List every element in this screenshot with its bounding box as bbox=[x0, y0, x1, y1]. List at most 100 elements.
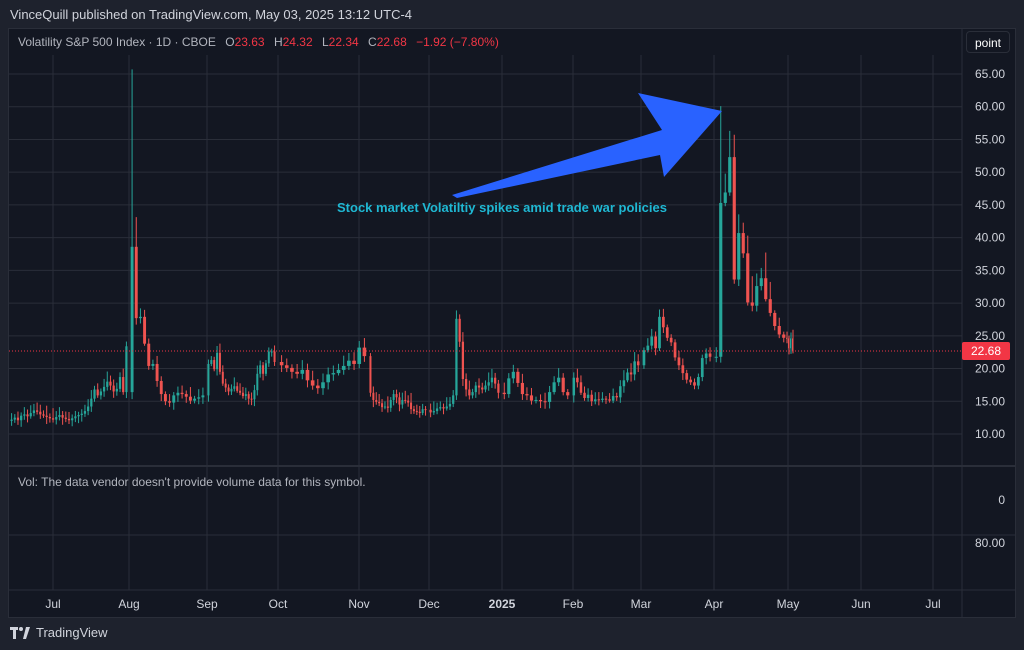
candle-body bbox=[259, 365, 262, 374]
candle-body bbox=[58, 415, 61, 417]
candle-body bbox=[461, 341, 465, 380]
candle-body bbox=[273, 351, 276, 362]
candle-body bbox=[392, 394, 395, 400]
candle-body bbox=[352, 360, 356, 364]
candle-body bbox=[130, 246, 134, 393]
candle-body bbox=[719, 202, 723, 357]
candle-body bbox=[143, 316, 147, 344]
candle-body bbox=[168, 401, 172, 403]
candle-body bbox=[768, 299, 772, 313]
candle-body bbox=[782, 334, 786, 338]
candle-body bbox=[180, 392, 184, 395]
publisher-line: VinceQuill published on TradingView.com,… bbox=[10, 7, 413, 22]
candle-body bbox=[511, 371, 515, 379]
candle-body bbox=[326, 374, 330, 383]
candle-body bbox=[633, 361, 636, 375]
candle-body bbox=[548, 392, 552, 402]
candle-body bbox=[74, 416, 77, 419]
candle-body bbox=[99, 391, 103, 396]
candle-body bbox=[201, 395, 205, 398]
candle-body bbox=[424, 409, 427, 411]
candle-body bbox=[77, 415, 80, 417]
candle-body bbox=[421, 409, 424, 414]
candle-body bbox=[10, 419, 13, 421]
candle-body bbox=[336, 369, 341, 374]
candle-body bbox=[608, 399, 611, 401]
candle-body bbox=[484, 385, 487, 390]
candle-body bbox=[193, 398, 197, 401]
footer-brand: TradingView bbox=[10, 625, 108, 640]
candle-body bbox=[134, 246, 138, 319]
candle-body bbox=[764, 278, 768, 300]
candle-body bbox=[341, 365, 346, 370]
candle-body bbox=[13, 417, 16, 420]
candle-body bbox=[207, 363, 210, 396]
candle-body bbox=[264, 363, 267, 374]
candle-body bbox=[39, 411, 42, 415]
candle-body bbox=[507, 378, 511, 395]
candle-body bbox=[646, 345, 650, 351]
brand-name: TradingView bbox=[36, 625, 108, 640]
candle-body bbox=[407, 400, 410, 403]
candle-body bbox=[529, 395, 534, 401]
close-label: C bbox=[368, 35, 377, 49]
x-tick-label: Aug bbox=[118, 597, 139, 611]
candle-body bbox=[210, 360, 213, 364]
candle-body bbox=[20, 415, 23, 421]
candle-body bbox=[704, 353, 708, 359]
candle-body bbox=[474, 385, 477, 393]
y-tick-label: 10.00 bbox=[975, 427, 1005, 441]
open-value: 23.63 bbox=[234, 35, 265, 49]
candle-body bbox=[316, 385, 320, 389]
candle-body bbox=[310, 380, 315, 386]
candle-body bbox=[241, 392, 244, 397]
candle-body bbox=[516, 371, 520, 383]
candle-body bbox=[689, 379, 692, 383]
candle-body bbox=[677, 357, 681, 366]
candle-body bbox=[597, 399, 601, 401]
candle-body bbox=[369, 356, 372, 393]
candle-body bbox=[561, 377, 565, 393]
candle-body bbox=[418, 411, 421, 414]
point-button[interactable]: point bbox=[966, 31, 1010, 53]
candle-body bbox=[792, 338, 794, 352]
ohlc-legend: Volatility S&P 500 Index · 1D · CBOE O23… bbox=[18, 35, 499, 49]
x-tick-label: Sep bbox=[196, 597, 218, 611]
candle-body bbox=[188, 396, 192, 401]
candle-body bbox=[490, 377, 494, 383]
change-value: −1.92 (−7.80%) bbox=[416, 35, 499, 49]
candle-body bbox=[155, 363, 159, 381]
volume-axis-label: 80.00 bbox=[975, 536, 1005, 550]
candle-body bbox=[520, 382, 524, 395]
candle-body bbox=[383, 406, 386, 408]
x-tick-label: Apr bbox=[705, 597, 724, 611]
candle-body bbox=[250, 398, 253, 400]
candle-body bbox=[395, 394, 398, 398]
candle-body bbox=[109, 381, 112, 386]
high-label: H bbox=[273, 35, 283, 49]
candle-body bbox=[147, 343, 151, 366]
candle-body bbox=[714, 356, 718, 358]
candle-body bbox=[71, 418, 74, 421]
candle-body bbox=[681, 365, 685, 374]
candle-body bbox=[331, 373, 336, 375]
candle-body bbox=[45, 415, 48, 417]
x-tick-label: Mar bbox=[631, 597, 652, 611]
candle-body bbox=[412, 409, 415, 412]
candle-body bbox=[218, 352, 221, 372]
last-price-label: 22.68 bbox=[962, 342, 1010, 360]
candle-body bbox=[357, 347, 362, 364]
candle-body bbox=[487, 382, 490, 386]
candle-body bbox=[253, 390, 256, 400]
candle-body bbox=[32, 410, 36, 414]
candle-body bbox=[552, 382, 556, 393]
tradingview-logo-icon bbox=[10, 626, 30, 639]
candle-body bbox=[256, 373, 259, 391]
candle-body bbox=[669, 337, 673, 343]
candle-body bbox=[658, 316, 661, 349]
x-tick-label: Jun bbox=[851, 597, 870, 611]
y-tick-label: 55.00 bbox=[975, 132, 1005, 146]
x-tick-label: 2025 bbox=[489, 597, 516, 611]
candle-body bbox=[538, 399, 543, 402]
